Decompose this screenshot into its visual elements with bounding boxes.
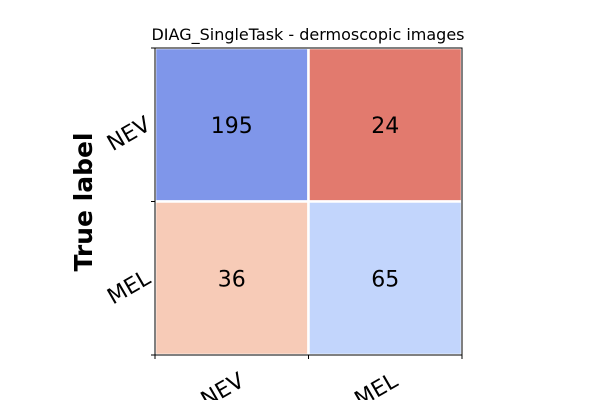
y-tick-label: NEV xyxy=(103,112,155,156)
cell-value-label: 36 xyxy=(218,267,246,292)
heatmap-cell-labels: 195 24 36 65 xyxy=(211,114,400,293)
y-axis-label: True label xyxy=(69,133,98,272)
axis-ticks xyxy=(151,47,463,359)
cell-value-label: 65 xyxy=(371,267,399,292)
chart-title: DIAG_SingleTask - dermoscopic images xyxy=(151,25,464,45)
x-tick-label: NEV xyxy=(197,369,249,400)
heatmap-cells xyxy=(153,46,464,357)
cell-value-label: 195 xyxy=(211,114,253,139)
x-tick-label: MEL xyxy=(351,368,403,400)
heatmap-cell-mel-nev xyxy=(153,200,310,357)
heatmap-cell-nev-mel xyxy=(307,46,464,203)
heatmap-cell-nev-nev xyxy=(153,46,310,203)
cell-value-label: 24 xyxy=(371,114,399,139)
y-tick-label: MEL xyxy=(103,265,155,310)
